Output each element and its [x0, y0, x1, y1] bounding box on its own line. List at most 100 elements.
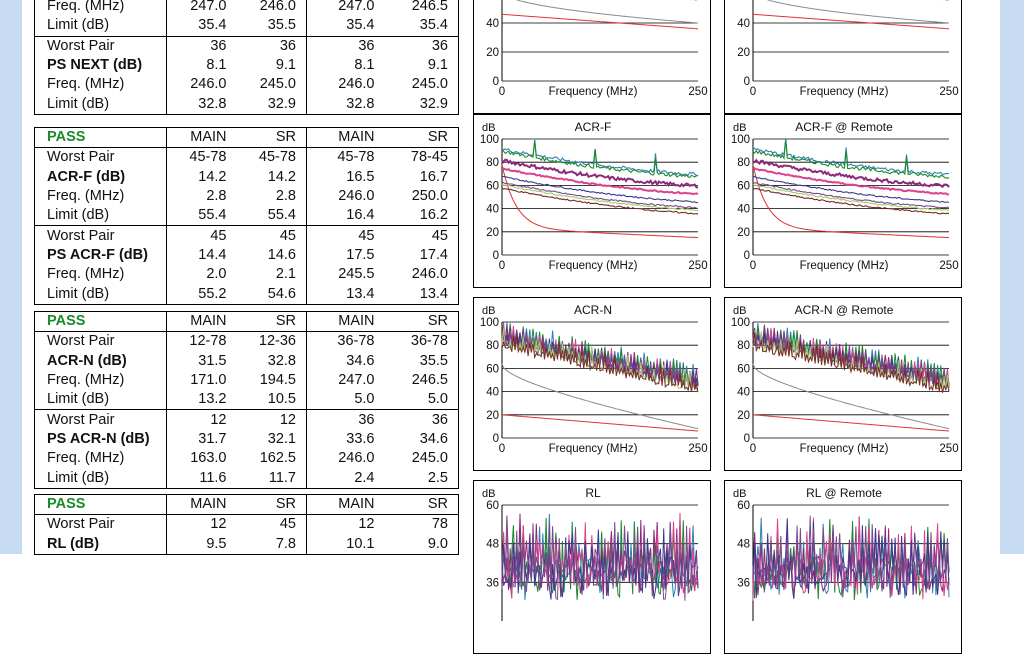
table-cell: 2.0: [206, 266, 227, 283]
x-axis-label: Frequency (MHz): [800, 443, 889, 455]
x-axis-label: Frequency (MHz): [549, 443, 638, 455]
y-tick-label: 60: [737, 180, 750, 192]
results-table-next: Freq. (MHz) 247.0 246.0 247.0 246.5 Limit (dB…: [34, 0, 459, 115]
table-cell: 246.0: [411, 266, 448, 283]
table-cell: 11.6: [199, 469, 227, 486]
table-cell: 55.4: [236, 206, 307, 226]
row-label: Freq. (MHz): [34, 75, 167, 95]
data-series: [501, 140, 699, 177]
table-cell: 247.0: [338, 372, 375, 389]
row-label: Freq. (MHz): [34, 265, 167, 285]
limit-line: [501, 363, 699, 430]
y-tick-label: 60: [486, 363, 499, 375]
data-series: [752, 158, 950, 189]
table-row: Limit (dB) 11.6 11.7 2.4 2.5: [34, 468, 459, 489]
results-table-rl: PASS MAIN SR MAIN SR Worst Pair 12 45 12 78 RL (dB…: [34, 494, 459, 555]
y-tick-label: 20: [737, 410, 750, 422]
data-series: [752, 188, 950, 215]
table-row: PASS MAIN SR MAIN SR: [34, 311, 459, 332]
y-tick-label: 100: [480, 317, 499, 329]
table-cell: 2.8: [236, 186, 307, 207]
table-cell: 35.5: [419, 352, 448, 369]
table-row: ACR-F (dB) 14.2 14.2 16.5 16.7: [34, 167, 459, 187]
table-row: Worst Pair 45-78 45-78 45-78 78-45: [34, 147, 459, 168]
limit-line: [501, 164, 699, 239]
x-tick-label: 250: [688, 260, 707, 272]
table-cell: 36: [384, 35, 459, 56]
table-cell: 45-78: [166, 147, 237, 168]
chart-svg: ACR-F dB 0 20 40 60 80 100 0 Frequency (MHz) 250: [480, 120, 708, 272]
table-cell: 45: [166, 225, 237, 246]
table-cell: 31.7: [198, 430, 227, 447]
chart-title: ACR-F: [575, 120, 612, 134]
y-tick-label: 60: [737, 0, 750, 1]
chart-svg: ACR-F @ Remote dB 0 20 40 60 80 100 0 Frequency (…: [731, 120, 959, 272]
table-cell: 2.8: [206, 188, 227, 205]
table-row: Worst Pair 12 45 12 78: [34, 514, 459, 535]
x-tick-label: 0: [499, 260, 505, 272]
table-cell: 17.4: [419, 246, 448, 263]
table-cell: 12-36: [236, 331, 307, 352]
table-cell: 32.8: [346, 95, 375, 112]
y-tick-label: 0: [493, 250, 499, 262]
table-row: Freq. (MHz) 2.0 2.1 245.5 246.0: [34, 265, 459, 285]
limit-line: [501, 13, 699, 30]
y-unit: dB: [733, 488, 746, 500]
table-cell: 17.5: [346, 246, 375, 263]
limit-line: [752, 13, 950, 30]
limit-line: [515, 0, 699, 24]
row-label: PASS: [34, 311, 167, 332]
table-cell: 55.2: [198, 285, 227, 302]
chart-acrn-main: ACR-N dB 0 20 40 60 80 100 0 Frequency (MHz) 250: [473, 297, 711, 471]
table-cell: 54.6: [236, 284, 307, 305]
table-cell: 35.4: [198, 17, 227, 34]
data-series: [501, 181, 699, 210]
data-series: [501, 140, 699, 179]
x-tick-label: 250: [939, 86, 958, 98]
y-tick-label: 40: [486, 204, 499, 216]
table-cell: 16.2: [419, 207, 448, 224]
table-cell: 250.0: [411, 188, 448, 205]
table-row: Worst Pair 45 45 45 45: [34, 225, 459, 246]
y-tick-label: 0: [493, 76, 499, 88]
table-cell: 10.5: [236, 390, 307, 410]
chart-next-remote: 0 20 40 60 0 Frequency (MHz) 250: [724, 0, 962, 114]
table-cell: 163.0: [190, 450, 227, 467]
x-axis-label: Frequency (MHz): [549, 86, 638, 98]
y-tick-label: 40: [737, 18, 750, 30]
table-row: ACR-N (dB) 31.5 32.8 34.6 35.5: [34, 351, 459, 371]
table-cell: 32.8: [198, 95, 227, 112]
y-tick-label: 40: [486, 18, 499, 30]
table-cell: SR: [427, 496, 448, 513]
row-label: Freq. (MHz): [34, 186, 167, 207]
y-tick-label: 80: [486, 340, 499, 352]
table-cell: 12-78: [166, 331, 237, 352]
chart-title: RL: [585, 486, 601, 500]
row-label: Limit (dB): [34, 206, 167, 226]
table-cell: 9.0: [427, 535, 448, 552]
y-tick-label: 20: [486, 47, 499, 59]
table-cell: 2.4: [354, 469, 375, 486]
y-tick-label: 100: [731, 317, 750, 329]
table-cell: 36: [384, 409, 459, 430]
table-cell: SR: [427, 129, 448, 146]
table-cell: 162.5: [236, 449, 307, 469]
table-cell: 246.0: [190, 76, 227, 93]
row-label: Freq. (MHz): [34, 449, 167, 469]
data-series: [752, 138, 950, 176]
table-cell: 12: [166, 409, 237, 430]
row-label: PS NEXT (dB): [34, 55, 167, 76]
y-tick-label: 40: [737, 204, 750, 216]
y-tick-label: 40: [737, 387, 750, 399]
y-tick-label: 60: [737, 363, 750, 375]
y-unit: dB: [482, 488, 495, 500]
table-row: Worst Pair 12-78 12-36 36-78 36-78: [34, 331, 459, 352]
table-cell: 246.0: [236, 0, 307, 17]
row-label: PASS: [34, 127, 167, 148]
table-cell: 36: [236, 35, 307, 56]
table-cell: MAIN: [338, 313, 375, 330]
table-cell: 14.2: [198, 168, 227, 185]
table-cell: MAIN: [338, 496, 375, 513]
table-row: Freq. (MHz) 171.0 194.5 247.0 246.5: [34, 370, 459, 391]
table-cell: 9.5: [206, 535, 227, 552]
